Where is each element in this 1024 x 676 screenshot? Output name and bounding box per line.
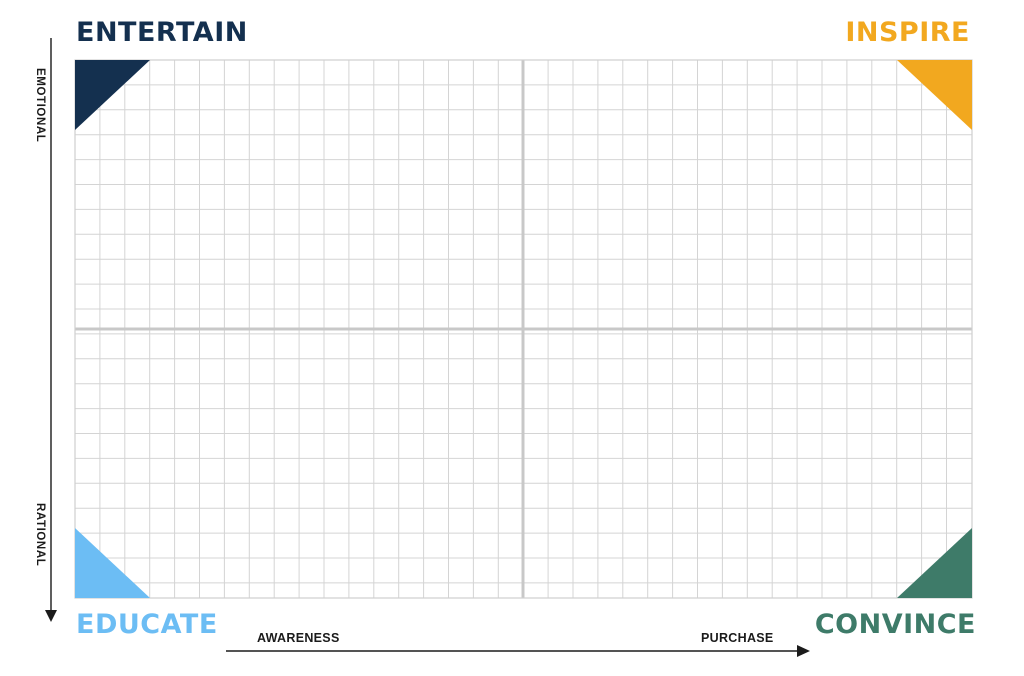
grid-border [74, 59, 973, 599]
educate-label: EDUCATE [76, 609, 218, 640]
educate-corner-triangle [75, 528, 150, 598]
awareness-axis-label: AWARENESS [257, 631, 340, 645]
convince-corner-triangle [897, 528, 972, 598]
emotional-axis-label: EMOTIONAL [34, 68, 46, 143]
inspire-label: INSPIRE [845, 17, 970, 48]
entertain-corner-triangle [75, 60, 150, 130]
purchase-axis-label: PURCHASE [701, 631, 774, 645]
horizontal-axis-arrow [226, 645, 810, 657]
vertical-axis-arrow [45, 38, 57, 622]
inspire-corner-triangle [897, 60, 972, 130]
convince-label: CONVINCE [814, 609, 976, 640]
rational-axis-label: RATIONAL [34, 503, 46, 567]
entertain-label: ENTERTAIN [76, 17, 248, 48]
